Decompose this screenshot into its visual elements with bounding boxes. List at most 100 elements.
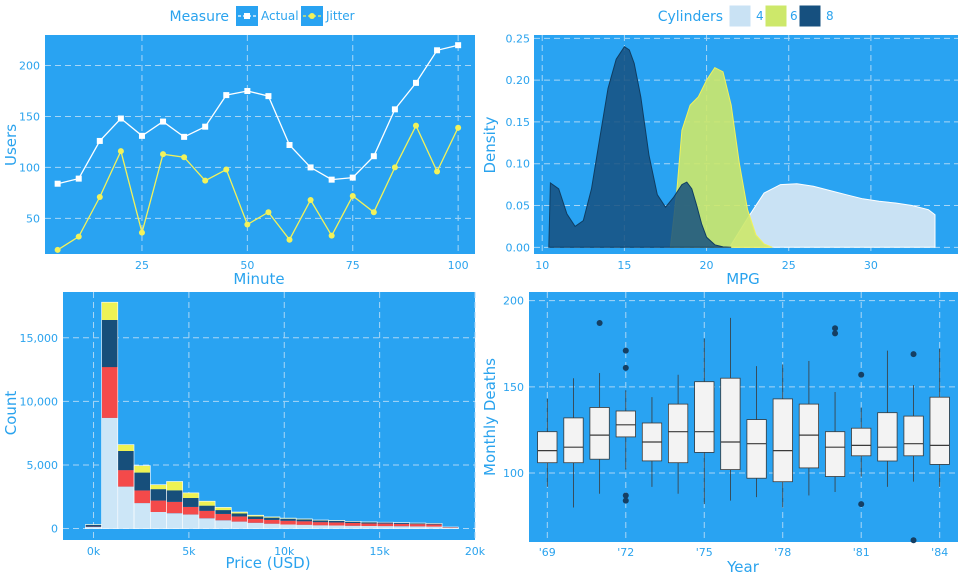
hist-bar-navy bbox=[102, 320, 118, 367]
box-body bbox=[564, 418, 583, 463]
x-tick-label: '78 bbox=[774, 546, 791, 559]
hist-bar-navy bbox=[329, 521, 345, 523]
y-tick-label: 0 bbox=[51, 523, 58, 536]
data-point bbox=[350, 175, 356, 181]
legend-key-8 bbox=[799, 5, 821, 27]
x-tick-label: 50 bbox=[240, 259, 254, 272]
hist-bar-navy bbox=[312, 520, 328, 522]
data-point bbox=[455, 125, 461, 131]
x-tick-label: 100 bbox=[448, 259, 469, 272]
y-tick-label: 5,000 bbox=[27, 459, 59, 472]
data-point bbox=[223, 92, 229, 98]
hist-bar-light bbox=[280, 525, 296, 529]
y-tick-label: 50 bbox=[26, 212, 40, 225]
x-tick-label: 5k bbox=[182, 545, 196, 558]
hist-bar-red bbox=[248, 519, 264, 523]
hist-bar-light bbox=[312, 525, 328, 528]
hist-bar-light bbox=[215, 520, 231, 528]
data-point bbox=[350, 193, 356, 199]
data-point bbox=[181, 154, 187, 160]
box-body bbox=[799, 404, 818, 468]
data-point bbox=[55, 247, 61, 253]
legend-title: Cylinders bbox=[658, 9, 723, 25]
hist-bar-red bbox=[329, 522, 345, 525]
data-point bbox=[308, 164, 314, 170]
hist-bar-red bbox=[377, 524, 393, 527]
x-tick-label: 10k bbox=[274, 545, 295, 558]
data-point bbox=[202, 124, 208, 130]
hist-bar-yellow bbox=[118, 445, 134, 451]
y-tick-label: 150 bbox=[503, 381, 524, 394]
hist-bar-red bbox=[442, 527, 458, 528]
y-tick-label: 100 bbox=[19, 161, 40, 174]
data-point bbox=[392, 164, 398, 170]
data-point bbox=[329, 177, 335, 183]
legend-key-4 bbox=[729, 5, 751, 27]
hist-bar-yellow bbox=[167, 482, 183, 491]
x-axis-label: Year bbox=[726, 558, 760, 576]
data-point bbox=[160, 119, 166, 125]
hist-bar-navy bbox=[150, 489, 166, 500]
data-point bbox=[265, 209, 271, 215]
hist-bar-navy bbox=[426, 524, 442, 525]
hist-bar-red bbox=[231, 517, 247, 522]
box-body bbox=[930, 397, 949, 464]
hist-bar-navy bbox=[134, 473, 150, 491]
x-tick-label: '84 bbox=[931, 546, 948, 559]
hist-bar-navy bbox=[280, 519, 296, 521]
y-axis-label: Users bbox=[2, 124, 20, 166]
plot-panel bbox=[45, 35, 475, 254]
x-tick-label: '69 bbox=[539, 546, 556, 559]
data-point bbox=[287, 237, 293, 243]
hist-bar-navy bbox=[118, 451, 134, 470]
data-point bbox=[308, 197, 314, 203]
hist-bar-navy bbox=[215, 510, 231, 514]
box-body bbox=[852, 428, 871, 456]
x-tick-label: 20k bbox=[465, 545, 486, 558]
data-point bbox=[202, 178, 208, 184]
y-tick-label: 10,000 bbox=[20, 395, 59, 408]
hist-bar-navy bbox=[85, 525, 101, 527]
hist-bar-light bbox=[361, 526, 377, 529]
data-point bbox=[371, 209, 377, 215]
hist-bar-light bbox=[264, 524, 280, 529]
data-point bbox=[265, 93, 271, 99]
data-point bbox=[139, 133, 145, 139]
hist-bar-red bbox=[118, 470, 134, 487]
hist-bar-red bbox=[167, 502, 183, 513]
data-point bbox=[76, 234, 82, 240]
hist-bar-red bbox=[361, 524, 377, 527]
hist-bar-red bbox=[264, 520, 280, 524]
legend-title: Measure bbox=[170, 9, 230, 25]
box-outlier bbox=[832, 330, 838, 336]
hist-bar-navy bbox=[167, 490, 183, 501]
hist-bar-light bbox=[377, 526, 393, 528]
hist-bar-yellow bbox=[199, 501, 215, 506]
box-outlier bbox=[623, 498, 629, 504]
hist-bar-navy bbox=[345, 522, 361, 523]
y-tick-label: 0.10 bbox=[506, 158, 531, 171]
legend-key-marker bbox=[244, 13, 250, 19]
x-tick-label: '81 bbox=[853, 546, 870, 559]
hist-bar-yellow bbox=[150, 485, 166, 490]
hist-bar-light bbox=[345, 526, 361, 529]
x-axis-label: Price (USD) bbox=[225, 554, 310, 572]
x-tick-label: '72 bbox=[617, 546, 634, 559]
data-point bbox=[139, 230, 145, 236]
hist-bar-red bbox=[312, 522, 328, 525]
data-point bbox=[329, 233, 335, 239]
hist-bar-yellow bbox=[102, 302, 118, 320]
x-tick-label: 15k bbox=[369, 545, 390, 558]
x-tick-label: 25 bbox=[782, 259, 796, 272]
hist-bar-navy bbox=[264, 518, 280, 520]
hist-bar-navy bbox=[377, 522, 393, 523]
hist-bar-light bbox=[329, 526, 345, 529]
data-point bbox=[76, 176, 82, 182]
y-tick-label: 0.00 bbox=[506, 241, 531, 254]
data-point bbox=[160, 151, 166, 157]
data-point bbox=[97, 194, 103, 200]
y-tick-label: 0.25 bbox=[506, 32, 531, 45]
data-point bbox=[413, 123, 419, 129]
y-tick-label: 15,000 bbox=[20, 332, 59, 345]
